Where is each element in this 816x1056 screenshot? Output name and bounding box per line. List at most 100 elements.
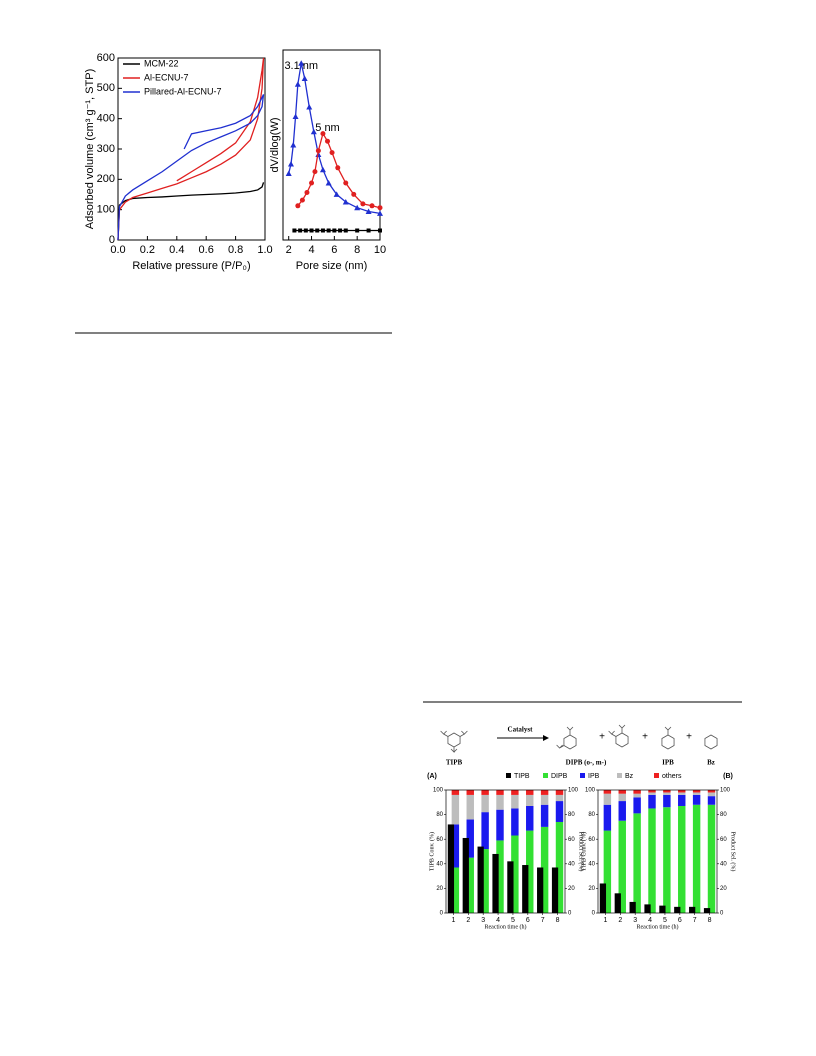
conversion-bar — [507, 861, 514, 913]
marker — [333, 191, 340, 197]
stacked-bar — [511, 835, 519, 913]
catalyst-label: Catalyst — [508, 726, 534, 734]
conversion-bar — [659, 905, 666, 913]
x-tick-label: 6 — [526, 917, 530, 924]
marker — [292, 228, 297, 233]
plus: + — [599, 732, 605, 743]
stacked-bar — [481, 849, 489, 913]
stacked-bar — [466, 794, 474, 820]
stacked-bar — [648, 794, 656, 809]
y2-tick-label: 60 — [568, 837, 575, 843]
stacked-bar — [633, 793, 641, 798]
stacked-bar — [511, 808, 519, 836]
plus: + — [686, 732, 692, 743]
marker — [377, 205, 383, 211]
x-axis-label: Reaction time (h) — [637, 923, 679, 930]
x-tick-label: 2 — [466, 917, 470, 924]
marker — [306, 104, 313, 110]
y-tick-label: 40 — [588, 861, 595, 867]
marker — [326, 228, 331, 233]
stacked-bar — [663, 794, 671, 808]
conversion-bar — [599, 883, 607, 913]
stacked-bar — [618, 793, 626, 802]
legend-swatch — [543, 773, 548, 778]
stacked-bar — [466, 790, 474, 795]
conversion-bar — [537, 867, 544, 913]
y2-axis-label: Product Sel. (%) — [578, 832, 585, 872]
stacked-bar — [648, 790, 656, 793]
y2-tick-label: 100 — [720, 788, 731, 794]
marker — [351, 191, 357, 197]
legend-label: Pillared-Al-ECNU-7 — [144, 86, 222, 96]
stacked-bar — [496, 794, 504, 810]
stacked-bar — [603, 793, 612, 805]
legend-swatch — [506, 773, 511, 778]
x-tick-label: 0.0 — [110, 244, 125, 256]
x-tick-label: 0.2 — [140, 244, 155, 256]
marker — [315, 228, 320, 233]
y2-tick-label: 60 — [720, 837, 727, 843]
conversion-bar — [447, 824, 455, 913]
x-tick-label: 0.6 — [199, 244, 214, 256]
x-axis-label: Reaction time (h) — [485, 923, 527, 930]
molecule-ring — [563, 734, 577, 750]
y-tick-label: 40 — [436, 861, 443, 867]
y-tick-label: 20 — [436, 886, 443, 892]
x-tick-label: 7 — [693, 917, 697, 924]
legend-swatch — [654, 773, 659, 778]
stacked-bar — [451, 790, 460, 795]
marker — [329, 150, 335, 156]
plot-frame — [282, 49, 381, 241]
marker — [298, 60, 305, 66]
stacked-bar — [618, 801, 626, 821]
marker — [338, 228, 343, 233]
y-tick-label: 400 — [97, 113, 115, 125]
marker — [377, 210, 383, 216]
x-tick-label: 0.4 — [169, 244, 184, 256]
marker — [315, 148, 321, 154]
plus: + — [642, 732, 648, 743]
molecule-substituent — [450, 747, 458, 753]
marker — [310, 128, 317, 135]
marker — [295, 203, 301, 209]
x-tick-label: 6 — [678, 917, 682, 924]
conversion-bar — [551, 867, 559, 913]
x-tick-label: 8 — [708, 917, 712, 924]
x-tick-label: 0.8 — [228, 244, 243, 256]
conversion-bar — [689, 906, 696, 913]
y-tick-label: 0 — [109, 234, 115, 246]
stacked-bar — [540, 794, 549, 805]
legend-label: DIPB — [551, 773, 568, 780]
stacked-bar — [540, 826, 549, 913]
conversion-bar — [629, 901, 636, 913]
x-tick-label: 1.0 — [257, 244, 272, 256]
stacked-bar — [692, 792, 701, 795]
legend-label: Al-ECNU-7 — [144, 72, 189, 82]
y-tick-label: 600 — [97, 52, 115, 64]
marker — [287, 161, 294, 167]
stacked-bar — [511, 794, 519, 809]
marker — [319, 166, 326, 173]
x-tick-label: 3 — [633, 917, 637, 924]
marker — [299, 197, 305, 203]
marker — [309, 228, 314, 233]
marker — [312, 169, 318, 175]
stacked-bar — [466, 857, 474, 913]
y2-tick-label: 0 — [568, 911, 572, 917]
y2-tick-label: 100 — [568, 788, 579, 794]
stacked-bar — [678, 794, 686, 806]
x-tick-label: 4 — [496, 917, 500, 924]
y-tick-label: 0 — [592, 911, 596, 917]
stacked-bar — [451, 867, 460, 913]
stacked-bar — [526, 805, 534, 831]
molecule-substituent — [566, 726, 574, 735]
legend-label: TIPB — [514, 773, 530, 780]
marker — [360, 201, 366, 207]
y-tick-label: 60 — [588, 837, 595, 843]
legend-label: MCM-22 — [144, 58, 179, 68]
marker — [325, 180, 332, 186]
stacked-bar — [555, 790, 564, 795]
stacked-bar — [555, 821, 564, 913]
